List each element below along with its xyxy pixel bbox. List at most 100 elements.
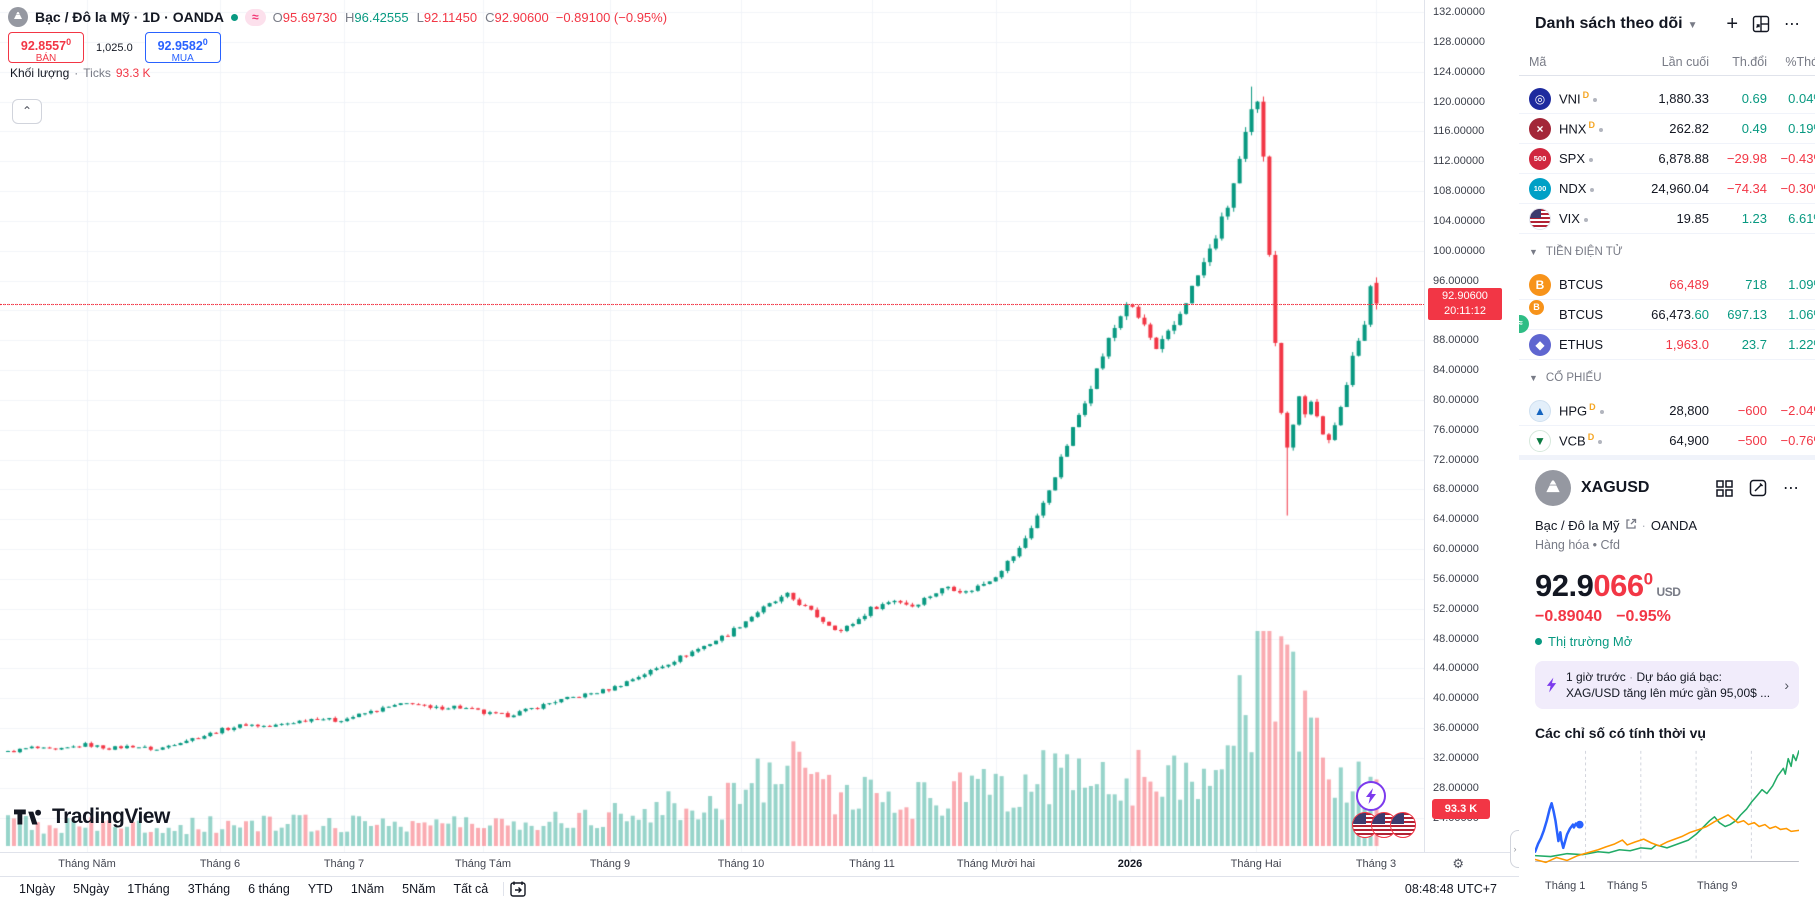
- watchlist-rows: ◎VNID1,880.330.690.04%×HNXD262.820.490.1…: [1519, 76, 1815, 456]
- range-button[interactable]: 1Tháng: [127, 881, 170, 896]
- watchlist-title[interactable]: Danh sách theo dõi ▼: [1535, 15, 1698, 32]
- time-axis-label: Tháng 7: [323, 858, 365, 870]
- price-axis[interactable]: 132.00000 128.00000 124.00000 120.00000 116.…: [1424, 0, 1519, 852]
- ohlc-item: O95.69730: [272, 9, 337, 25]
- price-axis-label: 28.00000: [1433, 781, 1479, 794]
- chevron-down-icon: ▼: [1529, 373, 1538, 383]
- column-header[interactable]: Th.đổi: [1732, 54, 1767, 69]
- price-axis-label: 108.00000: [1433, 185, 1485, 198]
- change-percent: 1.09%: [1788, 277, 1815, 292]
- price-axis-label: 80.00000: [1433, 393, 1479, 406]
- change-value: −29.98: [1726, 151, 1767, 166]
- time-axis[interactable]: ⚙ Tháng Năm Tháng 6 Tháng 7 Tháng Tám Tháng …: [0, 852, 1519, 876]
- change-value: 718: [1745, 277, 1767, 292]
- symbol-title[interactable]: Bạc / Đô la Mỹ · 1D · OANDA: [35, 9, 225, 25]
- open-panel-grid-icon[interactable]: [1752, 15, 1770, 33]
- collapse-pane-button[interactable]: ⌃: [12, 99, 42, 124]
- last-price: 66,489: [1669, 277, 1709, 292]
- column-header[interactable]: Mã: [1529, 54, 1547, 69]
- tradingview-logo[interactable]: TradingView: [14, 804, 170, 830]
- session-clock[interactable]: 08:48:48 UTC+7: [1404, 881, 1497, 896]
- seasonal-series-seasonal-orange: [1534, 814, 1800, 864]
- grid-view-icon[interactable]: [1716, 479, 1733, 497]
- watchlist-group-header[interactable]: ▼ TIỀN ĐIỆN TỬ: [1529, 246, 1623, 258]
- watchlist-row-btcus[interactable]: B BTCUS 66,489 718 1.09%: [1519, 270, 1815, 300]
- change-value: 1.23: [1741, 211, 1767, 226]
- watchlist-group-header[interactable]: ▼ CỔ PHIẾU: [1529, 372, 1602, 384]
- ohlc-item: H96.42555: [344, 9, 409, 25]
- economic-events-flags[interactable]: [1352, 812, 1416, 838]
- lightning-icon: [1546, 677, 1557, 693]
- symbol-logo-icon: ▼: [1529, 429, 1551, 452]
- price-currency: USD: [1656, 585, 1681, 599]
- ohlc-values: O95.69730 H96.42555 L92.11450 C92.90600: [273, 10, 549, 25]
- current-price-badge: 92.90600 20:11:12: [1428, 287, 1502, 320]
- edit-note-icon[interactable]: [1749, 479, 1767, 497]
- tradingview-wordmark: TradingView: [52, 805, 170, 828]
- add-symbol-button[interactable]: +: [1726, 12, 1738, 35]
- change-percent: 0.04%: [1788, 91, 1815, 106]
- price-decimals: 066: [1593, 568, 1644, 603]
- alert-pill-icon[interactable]: ≈: [245, 8, 266, 26]
- external-link-icon[interactable]: [1625, 518, 1637, 533]
- symbol-description[interactable]: Bạc / Đô la Mỹ: [1535, 518, 1620, 533]
- candlestick-chart-canvas[interactable]: [0, 0, 1424, 852]
- range-button[interactable]: 6 tháng: [248, 881, 290, 896]
- seasonal-x-labels: Tháng 1 Tháng 5 Tháng 9: [1535, 880, 1799, 896]
- news-card[interactable]: 1 giờ trước · Dự báo giá bạc: XAG/USD tă…: [1535, 661, 1799, 709]
- silver-symbol-icon: [1535, 470, 1571, 506]
- column-header[interactable]: Lần cuối: [1661, 54, 1709, 69]
- news-text: 1 giờ trước · Dự báo giá bạc: XAG/USD tă…: [1566, 669, 1776, 701]
- watchlist-row-ethus[interactable]: ◆ ETHUS 1,963.0 23.7 1.22%: [1519, 330, 1815, 360]
- range-button[interactable]: Tất cả: [453, 881, 489, 896]
- column-header[interactable]: %Thđổ: [1785, 54, 1815, 69]
- symbol-name: HNX: [1559, 121, 1587, 137]
- symbol-change-pct: −0.95%: [1616, 608, 1671, 625]
- timezone-gear-icon[interactable]: ⚙: [1452, 856, 1464, 871]
- sell-price-sup: 0: [66, 37, 72, 47]
- sell-label: BÁN: [35, 53, 57, 65]
- news-headline-1: Dự báo giá bạc:: [1636, 670, 1722, 684]
- watchlist-row-vix[interactable]: VIX 19.85 1.23 6.61%: [1519, 204, 1815, 234]
- more-options-icon[interactable]: ⋯: [1784, 16, 1801, 33]
- price-axis-label: 100.00000: [1433, 244, 1485, 257]
- delayed-badge: D: [1588, 120, 1595, 131]
- price-axis-label: 112.00000: [1433, 155, 1485, 168]
- price-axis-label: 128.00000: [1433, 35, 1485, 48]
- news-lightning-icon[interactable]: [1356, 781, 1386, 811]
- watchlist-row-spx[interactable]: 500 SPX 6,878.88 −29.98 −0.43%: [1519, 144, 1815, 174]
- range-button[interactable]: 1Năm: [350, 881, 385, 896]
- chevron-right-icon: ›: [1784, 677, 1789, 693]
- symbol-type-line: Hàng hóa • Cfd: [1535, 538, 1620, 552]
- bottom-toolbar: 1Ngày 5Ngày 1Tháng 3Tháng 6 tháng YTD 1Năm 5Năm…: [0, 876, 1519, 900]
- symbol-change-row: −0.89040 −0.95%: [1535, 608, 1799, 626]
- panel-resize-handle[interactable]: ›: [1510, 830, 1519, 868]
- market-status-dot-icon: [1593, 98, 1598, 103]
- symbol-logo-icon: 500: [1529, 147, 1551, 170]
- sell-button[interactable]: 92.85570 BÁN: [8, 32, 84, 65]
- range-button[interactable]: 1Ngày: [19, 881, 56, 896]
- symbol-name: ETHUS: [1559, 337, 1604, 352]
- range-button[interactable]: 3Tháng: [187, 881, 231, 896]
- toolbar-divider: [503, 881, 505, 896]
- range-button[interactable]: 5Ngày: [73, 881, 110, 896]
- change-percent: −0.43%: [1780, 151, 1815, 166]
- time-axis-label: Tháng 6: [199, 858, 241, 870]
- symbol-logo-icon: ×: [1529, 117, 1551, 140]
- go-to-date-icon[interactable]: [510, 881, 530, 897]
- symbol-ticker[interactable]: XAGUSD: [1581, 479, 1650, 496]
- seasonal-section-title: Các chỉ số có tính thời vụ: [1535, 725, 1706, 741]
- more-options-icon[interactable]: ⋯: [1783, 480, 1799, 497]
- seasonal-chart[interactable]: Tháng 1 Tháng 5 Tháng 9: [1533, 747, 1800, 896]
- range-button[interactable]: YTD: [307, 881, 333, 896]
- buy-button[interactable]: 92.95820 MUA: [144, 32, 221, 64]
- watchlist-row-ndx[interactable]: 100 NDX 24,960.04 −74.34 −0.30%: [1519, 174, 1815, 204]
- time-axis-label: Tháng 11: [849, 858, 895, 870]
- range-button[interactable]: 5Năm: [402, 881, 436, 896]
- time-axis-label: Tháng 3: [1355, 858, 1397, 870]
